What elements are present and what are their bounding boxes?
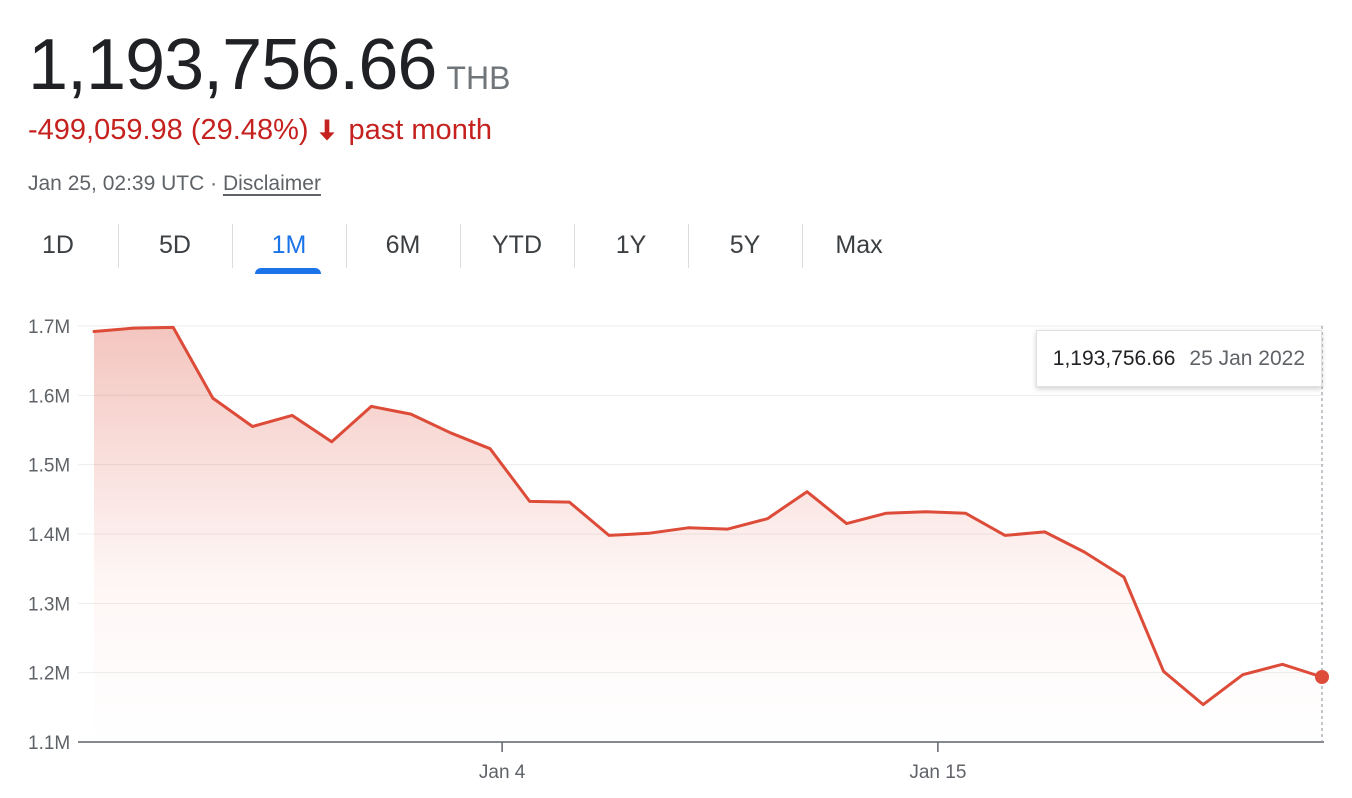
y-tick-label: 1.4M	[28, 525, 70, 546]
tab-1d[interactable]: 1D	[0, 222, 118, 268]
change-amount: -499,059.98 (29.48%)	[28, 114, 309, 146]
currency-code: THB	[446, 60, 511, 96]
active-tab-indicator	[255, 268, 321, 274]
tab-max[interactable]: Max	[802, 222, 916, 268]
price-header: 1,193,756.66 THB	[28, 22, 510, 108]
x-tick-label: Jan 15	[909, 762, 966, 783]
tab-label: 1M	[271, 230, 307, 259]
tab-label: YTD	[492, 230, 542, 259]
change-period: past month	[348, 114, 493, 146]
current-price: 1,193,756.66	[28, 25, 437, 105]
tab-label: 6M	[385, 230, 421, 259]
price-tooltip: 1,193,756.66 25 Jan 2022	[1035, 330, 1322, 387]
disclaimer-link[interactable]: Disclaimer	[222, 172, 321, 195]
price-chart: 1.1M 1.2M 1.3M 1.4M 1.5M 1.6M 1.7M Jan 4 Jan 15	[28, 317, 1329, 783]
tab-label: 5Y	[729, 230, 761, 259]
price-timestamp: Jan 25, 02:39 UTC ·	[28, 172, 223, 195]
price-timestamp-row: Jan 25, 02:39 UTC · Disclaimer	[28, 170, 321, 198]
arrow-down-icon	[313, 116, 341, 144]
tooltip-date: 25 Jan 2022	[1189, 346, 1305, 370]
tab-label: 5D	[159, 230, 191, 259]
y-tick-label: 1.2M	[28, 664, 70, 685]
y-tick-label: 1.3M	[28, 594, 70, 615]
tooltip-value: 1,193,756.66	[1052, 346, 1176, 370]
tab-label: 1D	[42, 230, 74, 259]
tab-1m[interactable]: 1M	[232, 222, 346, 274]
tab-ytd[interactable]: YTD	[460, 222, 574, 268]
y-tick-label: 1.7M	[28, 317, 70, 338]
latest-price-point[interactable]	[1315, 669, 1329, 684]
price-line	[92, 325, 1324, 707]
tab-5d[interactable]: 5D	[118, 222, 232, 268]
y-tick-label: 1.1M	[28, 733, 70, 754]
tab-5y[interactable]: 5Y	[688, 222, 802, 268]
tab-1y[interactable]: 1Y	[574, 222, 688, 268]
tab-label: Max	[835, 230, 883, 259]
y-tick-label: 1.6M	[28, 386, 70, 407]
time-range-tabs: 1D 5D 1M 6M YTD 1Y 5Y Max	[0, 222, 916, 274]
tab-label: 1Y	[615, 230, 647, 259]
price-change: -499,059.98 (29.48%) past month	[28, 112, 492, 148]
tab-6m[interactable]: 6M	[346, 222, 460, 268]
x-tick-label: Jan 4	[479, 762, 526, 783]
price-area-fill	[94, 327, 1322, 742]
y-tick-label: 1.5M	[28, 456, 70, 477]
